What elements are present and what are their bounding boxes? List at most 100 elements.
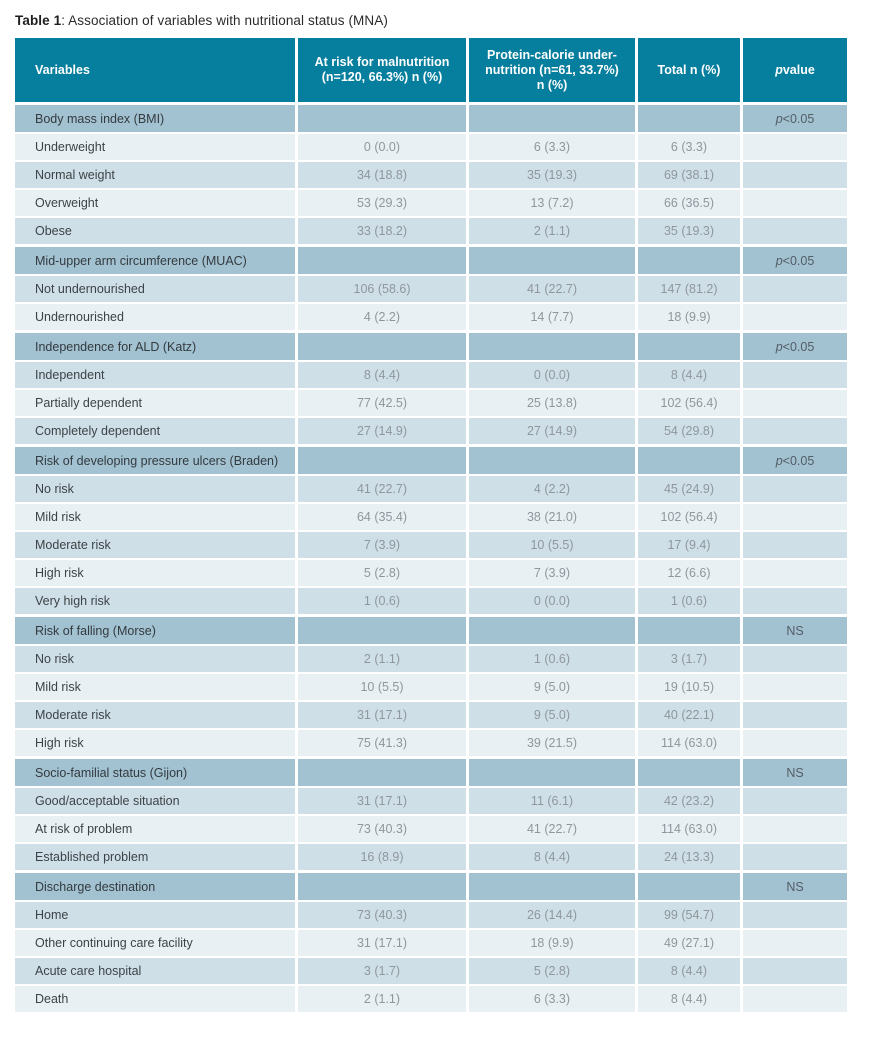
value-cell-at-risk: 73 (40.3) xyxy=(298,816,466,842)
table-row: Completely dependent 27 (14.9) 27 (14.9) 54… xyxy=(15,418,859,444)
table-row: Death 2 (1.1) 6 (3.3) 8 (4.4) xyxy=(15,986,859,1012)
section-empty-cell xyxy=(469,617,635,644)
table-row: Established problem 16 (8.9) 8 (4.4) 24 (13… xyxy=(15,844,859,870)
p-empty-cell xyxy=(743,532,847,558)
header-row: Variables At risk for malnutrition (n=120,… xyxy=(15,38,859,102)
table-row: High risk 75 (41.3) 39 (21.5) 114 (63.0) xyxy=(15,730,859,756)
value-cell-at-risk: 0 (0.0) xyxy=(298,134,466,160)
value-cell-pcu: 9 (5.0) xyxy=(469,674,635,700)
p-empty-cell xyxy=(743,390,847,416)
table-row: Obese 33 (18.2) 2 (1.1) 35 (19.3) xyxy=(15,218,859,244)
page: Table 1: Association of variables with n… xyxy=(15,13,859,1012)
p-empty-cell xyxy=(743,418,847,444)
value-cell-total: 8 (4.4) xyxy=(638,986,740,1012)
column-header-5: p value xyxy=(743,38,847,102)
row-label: Independent xyxy=(15,362,295,388)
row-label: High risk xyxy=(15,560,295,586)
section-empty-cell xyxy=(638,617,740,644)
p-value-cell: p <0.05 xyxy=(743,105,847,132)
value-cell-total: 19 (10.5) xyxy=(638,674,740,700)
row-label: Other continuing care facility xyxy=(15,930,295,956)
table-row: Home 73 (40.3) 26 (14.4) 99 (54.7) xyxy=(15,902,859,928)
value-cell-total: 45 (24.9) xyxy=(638,476,740,502)
p-empty-cell xyxy=(743,674,847,700)
value-cell-at-risk: 31 (17.1) xyxy=(298,788,466,814)
value-cell-at-risk: 2 (1.1) xyxy=(298,646,466,672)
value-cell-total: 8 (4.4) xyxy=(638,958,740,984)
value-cell-pcu: 38 (21.0) xyxy=(469,504,635,530)
section-empty-cell xyxy=(469,105,635,132)
section-empty-cell xyxy=(469,447,635,474)
section-empty-cell xyxy=(298,105,466,132)
value-cell-total: 6 (3.3) xyxy=(638,134,740,160)
p-empty-cell xyxy=(743,560,847,586)
p-empty-cell xyxy=(743,134,847,160)
section-label: Risk of developing pressure ulcers (Brad… xyxy=(15,447,295,474)
value-cell-total: 54 (29.8) xyxy=(638,418,740,444)
value-cell-total: 147 (81.2) xyxy=(638,276,740,302)
column-header-4: Total n (%) xyxy=(638,38,740,102)
column-header-3: Protein-calorie under-nutrition (n=61, 3… xyxy=(469,38,635,102)
p-value-cell: p <0.05 xyxy=(743,333,847,360)
p-empty-cell xyxy=(743,588,847,614)
row-label: Undernourished xyxy=(15,304,295,330)
table-row: No risk 41 (22.7) 4 (2.2) 45 (24.9) xyxy=(15,476,859,502)
value-cell-at-risk: 75 (41.3) xyxy=(298,730,466,756)
row-label: Moderate risk xyxy=(15,702,295,728)
section-empty-cell xyxy=(638,759,740,786)
table-row: Good/acceptable situation 31 (17.1) 11 (6.… xyxy=(15,788,859,814)
table-row: Partially dependent 77 (42.5) 25 (13.8) 102… xyxy=(15,390,859,416)
value-cell-at-risk: 8 (4.4) xyxy=(298,362,466,388)
section-empty-cell xyxy=(298,333,466,360)
section-row: Independence for ALD (Katz) p <0.05 xyxy=(15,333,859,360)
section-label: Discharge destination xyxy=(15,873,295,900)
section-label: Risk of falling (Morse) xyxy=(15,617,295,644)
value-cell-at-risk: 10 (5.5) xyxy=(298,674,466,700)
table-row: Moderate risk 31 (17.1) 9 (5.0) 40 (22.1) xyxy=(15,702,859,728)
column-header-2: At risk for malnutrition (n=120, 66.3%) n… xyxy=(298,38,466,102)
value-cell-at-risk: 106 (58.6) xyxy=(298,276,466,302)
value-cell-total: 12 (6.6) xyxy=(638,560,740,586)
value-cell-pcu: 2 (1.1) xyxy=(469,218,635,244)
value-cell-pcu: 8 (4.4) xyxy=(469,844,635,870)
table-row: Very high risk 1 (0.6) 0 (0.0) 1 (0.6) xyxy=(15,588,859,614)
p-empty-cell xyxy=(743,730,847,756)
value-cell-at-risk: 73 (40.3) xyxy=(298,902,466,928)
value-cell-pcu: 9 (5.0) xyxy=(469,702,635,728)
section-row: Socio-familial status (Gijon) NS xyxy=(15,759,859,786)
p-value-cell: NS xyxy=(743,759,847,786)
value-cell-pcu: 25 (13.8) xyxy=(469,390,635,416)
section-label: Mid-upper arm circumference (MUAC) xyxy=(15,247,295,274)
p-empty-cell xyxy=(743,788,847,814)
value-cell-pcu: 10 (5.5) xyxy=(469,532,635,558)
value-cell-at-risk: 34 (18.8) xyxy=(298,162,466,188)
p-empty-cell xyxy=(743,844,847,870)
value-cell-pcu: 41 (22.7) xyxy=(469,816,635,842)
value-cell-at-risk: 2 (1.1) xyxy=(298,986,466,1012)
section-label: Body mass index (BMI) xyxy=(15,105,295,132)
row-label: Obese xyxy=(15,218,295,244)
value-cell-total: 35 (19.3) xyxy=(638,218,740,244)
p-empty-cell xyxy=(743,362,847,388)
row-label: Overweight xyxy=(15,190,295,216)
value-cell-pcu: 4 (2.2) xyxy=(469,476,635,502)
value-cell-at-risk: 5 (2.8) xyxy=(298,560,466,586)
p-value-cell: NS xyxy=(743,617,847,644)
p-empty-cell xyxy=(743,816,847,842)
section-label: Independence for ALD (Katz) xyxy=(15,333,295,360)
value-cell-total: 66 (36.5) xyxy=(638,190,740,216)
p-empty-cell xyxy=(743,504,847,530)
p-value-cell: NS xyxy=(743,873,847,900)
p-empty-cell xyxy=(743,958,847,984)
p-empty-cell xyxy=(743,190,847,216)
p-empty-cell xyxy=(743,986,847,1012)
p-value-cell: p <0.05 xyxy=(743,247,847,274)
value-cell-total: 102 (56.4) xyxy=(638,504,740,530)
row-label: Mild risk xyxy=(15,504,295,530)
row-label: Underweight xyxy=(15,134,295,160)
table-row: Independent 8 (4.4) 0 (0.0) 8 (4.4) xyxy=(15,362,859,388)
value-cell-total: 114 (63.0) xyxy=(638,730,740,756)
value-cell-pcu: 6 (3.3) xyxy=(469,134,635,160)
p-value-cell: p <0.05 xyxy=(743,447,847,474)
table-row: Underweight 0 (0.0) 6 (3.3) 6 (3.3) xyxy=(15,134,859,160)
